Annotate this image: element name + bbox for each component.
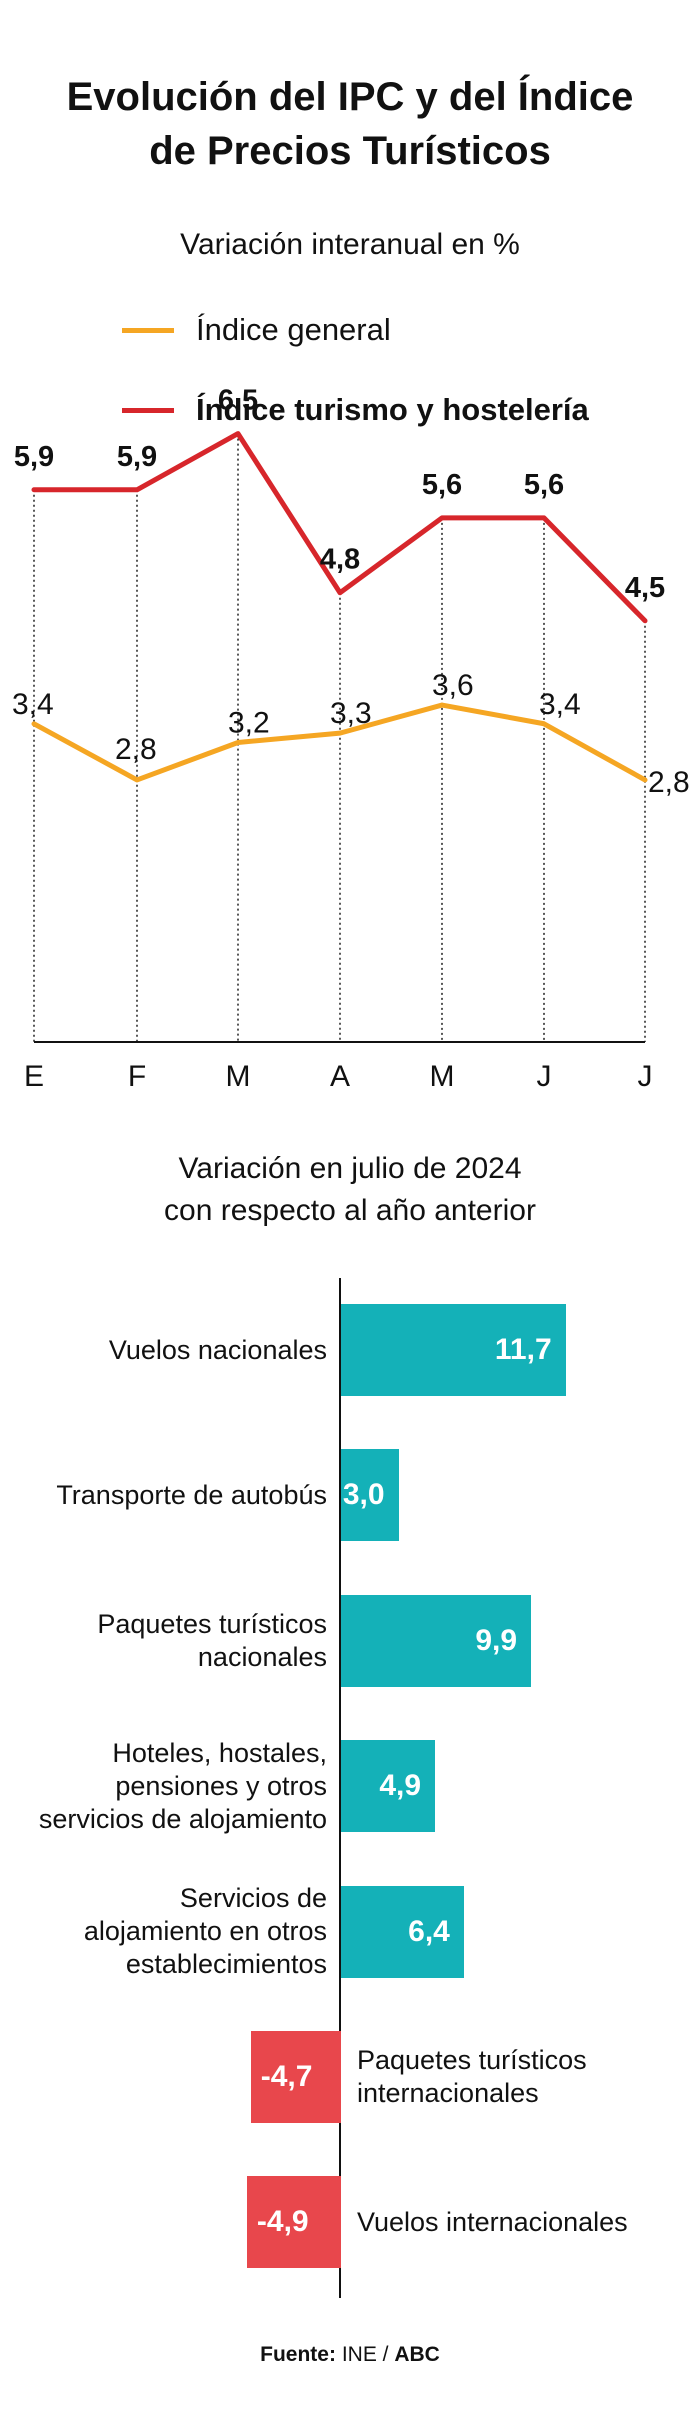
category-label: Servicios de alojamiento en otros establec… xyxy=(84,1882,327,1981)
data-label-turismo: 4,8 xyxy=(320,544,360,576)
x-tick-label: M xyxy=(226,1060,251,1093)
data-label-general: 3,6 xyxy=(432,669,474,702)
legend-label-turismo: Índice turismo y hostelería xyxy=(196,392,589,427)
chart-subtitle: Variación interanual en % xyxy=(180,228,520,261)
bar-chart-subtitle: Variación en julio de 2024 con respecto … xyxy=(0,1148,700,1232)
bar xyxy=(250,2031,341,2123)
source-label: Fuente: xyxy=(260,2343,336,2366)
bar-value-label: 3,0 xyxy=(342,1478,385,1512)
data-label-general: 3,2 xyxy=(228,706,270,739)
x-tick-label: A xyxy=(330,1060,350,1093)
data-label-general: 2,8 xyxy=(648,766,690,799)
bar xyxy=(341,1885,464,1978)
category-label-line: internacionales xyxy=(357,2078,539,2108)
legend-item-turismo: Índice turismo y hostelería xyxy=(122,390,589,430)
category-label: Hoteles, hostales, pensiones y otros servi… xyxy=(39,1737,327,1836)
category-label-line: alojamiento en otros xyxy=(83,1916,327,1947)
bar xyxy=(341,1304,566,1396)
source-text: INE / xyxy=(341,2343,389,2366)
data-label-general: 3,4 xyxy=(12,688,54,721)
legend-label-general: Índice general xyxy=(196,312,391,347)
category-label: Paquetes turísticos nacionales xyxy=(97,1608,327,1674)
title-line-1: Evolución del IPC y del Índice xyxy=(66,75,634,119)
chart-title: Evolución del IPC y del Índice de Precio… xyxy=(0,70,700,178)
bar-value-label: -4,9 xyxy=(256,2205,309,2239)
series-line-general xyxy=(31,702,648,783)
series-line-turismo xyxy=(31,431,648,624)
bar-value-label: 11,7 xyxy=(494,1333,552,1366)
source-brand: ABC xyxy=(394,2343,440,2366)
x-tick-label: J xyxy=(537,1060,552,1093)
bar xyxy=(341,1594,532,1687)
category-label-line: Vuelos nacionales xyxy=(108,1334,327,1365)
category-label-line: Hoteles, hostales, xyxy=(112,1737,327,1768)
category-label-line: pensiones y otros xyxy=(115,1770,327,1801)
category-label: Vuelos internacionales xyxy=(357,2206,628,2239)
bar-subtitle-line-2: con respecto al año anterior xyxy=(164,1194,536,1227)
data-label-general: 2,8 xyxy=(115,733,157,766)
legend-swatch-general xyxy=(122,327,174,333)
category-label-line: servicios de alojamiento xyxy=(38,1803,327,1834)
legend-item-general: Índice general xyxy=(122,310,391,350)
data-label-turismo: 5,6 xyxy=(422,469,462,501)
bar xyxy=(341,1740,436,1833)
data-label-turismo: 6,5 xyxy=(218,385,258,417)
category-label: Vuelos nacionales xyxy=(109,1334,327,1367)
x-tick-label: E xyxy=(24,1060,44,1093)
data-label-turismo: 5,9 xyxy=(14,441,54,473)
category-label-line: Paquetes turísticos xyxy=(97,1608,327,1639)
bar-value-label: -4,7 xyxy=(260,2060,313,2093)
category-label-line: nacionales xyxy=(197,1641,327,1672)
data-label-turismo: 4,5 xyxy=(625,572,665,604)
data-label-general: 3,4 xyxy=(539,688,581,721)
category-label-line: Vuelos internacionales xyxy=(357,2206,628,2237)
title-line-2: de Precios Turísticos xyxy=(149,129,551,173)
x-tick-label: M xyxy=(430,1060,455,1093)
bar-value-label: 9,9 xyxy=(475,1623,518,1657)
category-label-line: Paquetes turísticos xyxy=(357,2045,587,2075)
x-tick-label: J xyxy=(638,1060,653,1093)
bar-subtitle-line-1: Variación en julio de 2024 xyxy=(178,1152,522,1185)
data-label-turismo: 5,6 xyxy=(524,469,564,501)
bar-value-label: 4,9 xyxy=(379,1769,422,1803)
bar xyxy=(246,2176,341,2269)
source-note: Fuente: INE / ABC xyxy=(0,2343,700,2367)
category-label: Paquetes turísticos internacionales xyxy=(357,2044,587,2110)
y-axis-line xyxy=(339,1278,341,2298)
legend-swatch-turismo xyxy=(122,407,174,413)
data-label-turismo: 5,9 xyxy=(117,441,157,473)
category-label-line: Servicios de xyxy=(179,1883,327,1914)
data-label-general: 3,3 xyxy=(330,697,372,730)
bar xyxy=(341,1449,399,1542)
category-label: Transporte de autobús xyxy=(56,1479,327,1512)
category-label-line: establecimientos xyxy=(125,1949,327,1980)
category-label-line: Transporte de autobús xyxy=(56,1479,327,1510)
x-tick-label: F xyxy=(128,1060,146,1093)
line-chart: 3,4 2,8 3,2 3,3 3,6 3,4 2,8 5,9 5,9 6,5 4,8 5,6 5,6 4… xyxy=(12,385,690,1093)
bar-value-label: 6,4 xyxy=(408,1914,450,1948)
